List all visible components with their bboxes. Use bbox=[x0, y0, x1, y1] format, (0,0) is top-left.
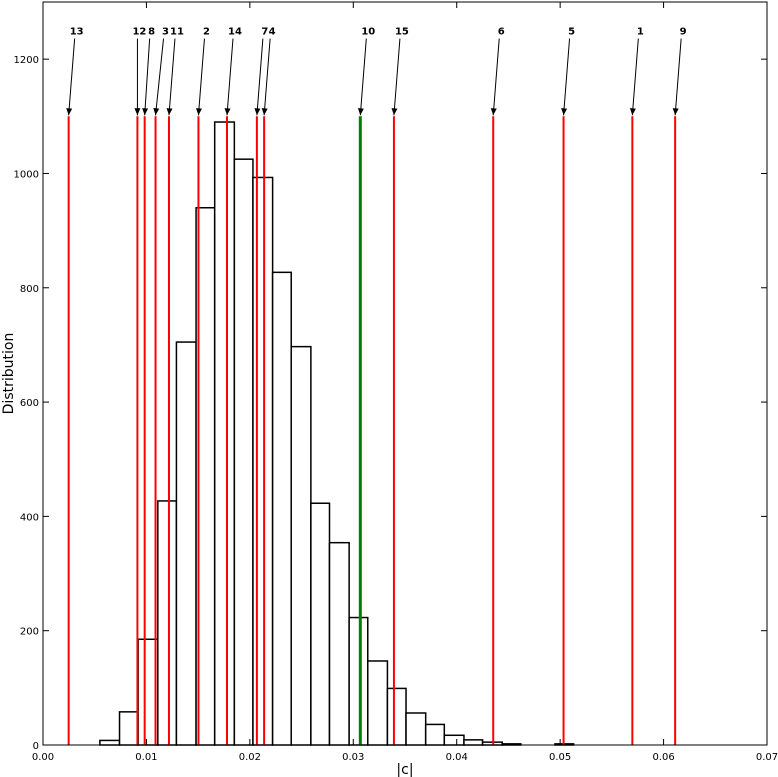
marker-label-7: 7 bbox=[261, 27, 268, 38]
histogram-bar bbox=[310, 502, 331, 746]
marker-lines bbox=[67, 116, 677, 745]
marker-label-14: 14 bbox=[228, 27, 242, 38]
marker-arrow-head-2 bbox=[196, 108, 202, 116]
marker-label-1: 1 bbox=[637, 27, 644, 38]
marker-arrow-head-11 bbox=[166, 108, 173, 116]
marker-arrow-shaft-11 bbox=[168, 38, 176, 116]
marker-label-4: 4 bbox=[269, 27, 276, 38]
marker-label-6: 6 bbox=[498, 27, 505, 38]
y-tick-label: 600 bbox=[20, 398, 39, 409]
marker-arrow-shaft-9 bbox=[674, 38, 682, 116]
y-tick-label: 400 bbox=[20, 512, 39, 523]
histogram-bar bbox=[271, 271, 292, 746]
marker-label-3: 3 bbox=[162, 27, 169, 38]
plot-frame bbox=[42, 1, 768, 746]
marker-arrow-head-10 bbox=[357, 108, 364, 116]
marker-annotations: 13 12 8 3 11 2 14 7 4 10 15 6 5 1 9 bbox=[66, 27, 687, 116]
x-tick-label: 0.00 bbox=[32, 752, 54, 763]
marker-label-10: 10 bbox=[361, 27, 375, 38]
x-tick-label: 0.04 bbox=[446, 752, 468, 763]
marker-arrow-head-4 bbox=[261, 108, 268, 116]
x-axis-title: |c| bbox=[396, 762, 413, 777]
marker-label-11: 11 bbox=[170, 27, 184, 38]
y-tick-label: 1200 bbox=[14, 55, 39, 66]
y-tick-label: 800 bbox=[20, 284, 39, 295]
marker-arrow-head-13 bbox=[66, 108, 73, 116]
histogram-bar bbox=[290, 345, 312, 746]
marker-arrow-shaft-14 bbox=[226, 38, 234, 116]
x-tick-label: 0.05 bbox=[549, 752, 571, 763]
marker-label-15: 15 bbox=[395, 27, 409, 38]
histogram-bar bbox=[386, 687, 407, 746]
histogram-bar bbox=[443, 734, 465, 746]
marker-label-8: 8 bbox=[148, 27, 155, 38]
marker-arrow-head-14 bbox=[224, 108, 231, 116]
x-axis-ticks: 0.00 0.01 0.02 0.03 0.04 0.05 0.06 0.07 bbox=[32, 2, 778, 763]
x-tick-label: 0.06 bbox=[652, 752, 674, 763]
marker-label-9: 9 bbox=[680, 27, 687, 38]
y-tick-label: 1000 bbox=[14, 169, 39, 180]
marker-arrow-shaft-7 bbox=[256, 38, 264, 116]
histogram-bar bbox=[367, 660, 389, 746]
marker-arrow-head-9 bbox=[672, 108, 679, 116]
marker-arrow-shaft-4 bbox=[263, 38, 271, 116]
marker-arrow-shaft-10 bbox=[359, 38, 367, 116]
x-tick-label: 0.07 bbox=[756, 752, 778, 763]
histogram-bar bbox=[175, 341, 197, 746]
marker-arrow-shaft-2 bbox=[197, 38, 205, 116]
marker-arrow-head-5 bbox=[561, 108, 568, 116]
marker-arrow-shaft-8 bbox=[144, 38, 151, 116]
histogram-bar bbox=[118, 711, 139, 746]
y-axis-ticks: 0 200 400 600 800 1000 1200 bbox=[14, 55, 767, 752]
histogram-bar bbox=[157, 500, 178, 746]
marker-arrow-head-8 bbox=[142, 108, 149, 116]
x-tick-label: 0.02 bbox=[239, 752, 261, 763]
histogram-bar bbox=[99, 739, 121, 746]
x-tick-label: 0.03 bbox=[342, 752, 364, 763]
marker-label-2: 2 bbox=[203, 27, 210, 38]
marker-arrow-shaft-13 bbox=[68, 38, 76, 116]
marker-label-5: 5 bbox=[568, 27, 575, 38]
y-tick-label: 0 bbox=[33, 741, 39, 752]
marker-arrow-head-15 bbox=[391, 108, 398, 116]
marker-arrow-shaft-1 bbox=[631, 38, 639, 116]
histogram-bar bbox=[405, 712, 427, 746]
marker-label-13: 13 bbox=[70, 27, 84, 38]
marker-arrow-head-1 bbox=[629, 108, 636, 116]
marker-arrow-head-12 bbox=[134, 108, 141, 116]
histogram-bar bbox=[233, 158, 254, 746]
histogram-bar bbox=[328, 541, 350, 746]
y-axis-title: Distribution bbox=[1, 333, 17, 415]
marker-arrow-head-7 bbox=[254, 108, 261, 116]
marker-arrow-head-6 bbox=[490, 108, 497, 116]
histogram-bar bbox=[348, 616, 369, 746]
histogram-bar bbox=[213, 121, 236, 746]
marker-arrow-shaft-5 bbox=[563, 38, 571, 116]
histogram-bar bbox=[463, 739, 484, 746]
x-tick-label: 0.01 bbox=[135, 752, 157, 763]
histogram-bar bbox=[424, 723, 446, 746]
marker-arrow-shaft-6 bbox=[492, 38, 500, 116]
y-tick-label: 200 bbox=[20, 627, 39, 638]
marker-arrow-shaft-15 bbox=[393, 38, 401, 116]
marker-arrow-head-3 bbox=[153, 108, 160, 116]
marker-label-12: 12 bbox=[132, 27, 146, 38]
marker-arrow-shaft-3 bbox=[155, 38, 165, 116]
histogram-bars bbox=[99, 121, 575, 746]
